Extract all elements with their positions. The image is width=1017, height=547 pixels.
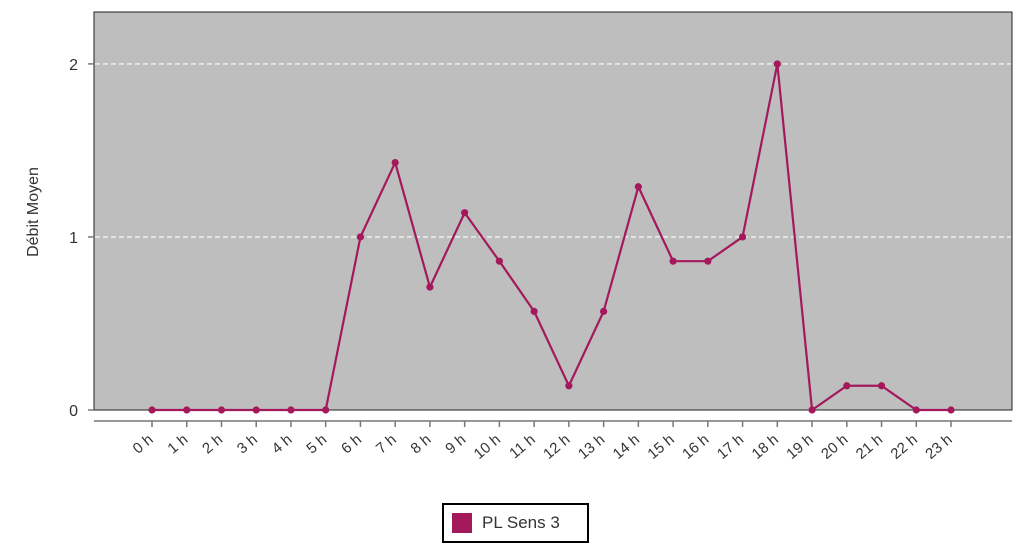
y-tick-label: 0	[69, 403, 78, 420]
data-point	[461, 209, 469, 217]
x-tick-label: 15 h	[644, 431, 677, 463]
x-tick-label: 19 h	[783, 431, 816, 463]
x-tick-label: 11 h	[506, 431, 538, 462]
x-tick-label: 0 h	[130, 431, 157, 457]
x-tick-label: 5 h	[303, 431, 330, 457]
data-point	[600, 307, 608, 315]
x-tick-label: 1 h	[164, 431, 191, 457]
data-point	[252, 406, 260, 414]
y-axis-label: Débit Moyen	[25, 167, 42, 257]
data-point	[356, 233, 365, 241]
data-point	[148, 406, 156, 414]
x-tick-label: 7 h	[373, 431, 400, 457]
data-point	[843, 382, 851, 390]
plot-panel	[93, 11, 1013, 411]
y-tick-label: 1	[69, 230, 78, 247]
grid-lines	[95, 63, 1011, 238]
data-point	[217, 406, 226, 414]
x-tick-label: 2 h	[199, 431, 226, 457]
data-point	[287, 406, 295, 414]
x-tick-label: 23 h	[922, 431, 955, 463]
legend: PL Sens 3	[442, 503, 589, 543]
data-point	[738, 233, 747, 241]
data-point	[530, 307, 538, 315]
data-point	[634, 183, 642, 191]
x-tick-label: 18 h	[749, 431, 782, 463]
data-point	[426, 283, 434, 291]
x-tick-label: 21 h	[853, 431, 886, 463]
y-tick-label: 2	[69, 57, 78, 74]
x-tick-label: 14 h	[610, 431, 643, 463]
x-tick-label: 8 h	[408, 431, 435, 457]
series-layer	[148, 60, 955, 414]
x-tick-label: 17 h	[714, 431, 747, 463]
x-tick-label: 10 h	[471, 431, 504, 463]
x-tick-label: 9 h	[442, 431, 469, 457]
data-point	[495, 257, 503, 265]
data-point	[391, 158, 399, 167]
x-tick-label: 3 h	[234, 431, 261, 457]
data-point	[808, 406, 816, 414]
x-tick-label: 16 h	[679, 431, 712, 463]
data-point	[669, 257, 677, 265]
x-tick-label: 4 h	[269, 431, 296, 457]
legend-swatch	[452, 513, 472, 533]
x-tick-label: 12 h	[540, 431, 573, 463]
data-point	[877, 382, 886, 390]
legend-label: PL Sens 3	[482, 513, 560, 532]
data-point	[565, 382, 573, 390]
x-tick-label: 20 h	[818, 431, 851, 463]
data-point	[704, 257, 712, 265]
x-tick-label: 13 h	[575, 431, 608, 463]
data-point	[947, 406, 955, 414]
x-tick-label: 6 h	[338, 431, 365, 457]
data-point	[322, 406, 330, 414]
x-tick-label: 22 h	[888, 431, 921, 463]
data-point	[773, 60, 781, 68]
data-point	[183, 406, 191, 414]
series-line	[152, 62, 952, 412]
data-point	[912, 406, 920, 414]
